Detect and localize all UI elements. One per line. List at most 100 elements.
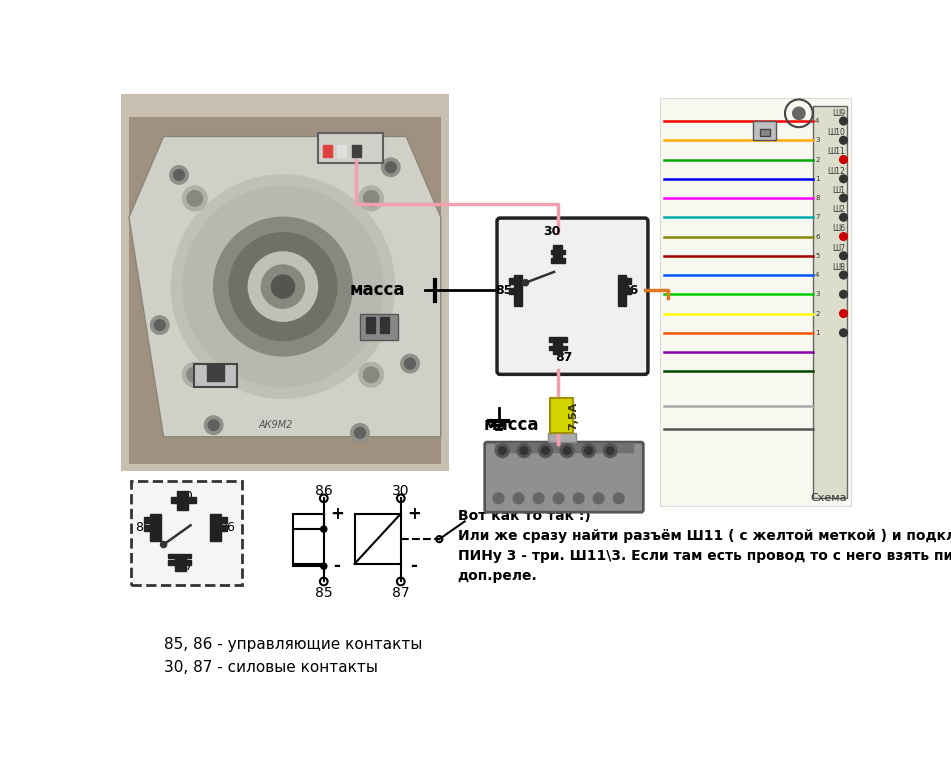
Text: 30, 87 - силовые контакты: 30, 87 - силовые контакты (164, 660, 378, 675)
Bar (355, 514, 400, 564)
Text: 87: 87 (555, 351, 573, 364)
Text: 2: 2 (815, 310, 820, 317)
Circle shape (363, 367, 378, 383)
Circle shape (514, 493, 524, 504)
Text: Ш8: Ш8 (832, 263, 845, 272)
Bar (660, 98, 851, 506)
Circle shape (208, 419, 219, 430)
Bar (323, 145, 332, 158)
Circle shape (170, 165, 188, 184)
Text: 30: 30 (177, 490, 193, 503)
Text: 86: 86 (219, 521, 235, 534)
Polygon shape (129, 136, 441, 437)
Text: 87: 87 (392, 586, 410, 600)
Circle shape (840, 136, 847, 144)
Bar (168, 560, 191, 564)
Circle shape (603, 444, 617, 458)
Text: 87: 87 (177, 560, 193, 572)
Circle shape (553, 493, 564, 504)
Bar (548, 433, 575, 442)
Circle shape (585, 447, 592, 455)
Bar (514, 275, 522, 306)
Bar (171, 497, 179, 503)
Text: 30: 30 (543, 225, 560, 238)
Bar (551, 258, 565, 263)
Circle shape (542, 447, 550, 455)
Bar (210, 514, 221, 541)
Circle shape (320, 563, 327, 569)
FancyBboxPatch shape (485, 442, 643, 512)
Text: 85: 85 (315, 586, 333, 600)
Circle shape (840, 175, 847, 183)
Circle shape (494, 493, 504, 504)
Circle shape (517, 444, 531, 458)
Circle shape (385, 162, 397, 172)
Circle shape (840, 213, 847, 221)
Circle shape (187, 367, 203, 383)
Bar (221, 517, 226, 523)
Bar (509, 278, 514, 285)
Text: 86: 86 (621, 284, 638, 297)
Bar (549, 346, 567, 350)
Bar (549, 337, 567, 342)
FancyBboxPatch shape (131, 481, 243, 585)
Text: АК9М2: АК9М2 (258, 420, 293, 430)
Circle shape (593, 493, 604, 504)
Bar (168, 554, 191, 558)
Circle shape (573, 493, 584, 504)
Circle shape (560, 444, 574, 458)
Text: 1: 1 (815, 176, 820, 182)
Text: 8: 8 (815, 195, 820, 201)
Text: 4: 4 (815, 272, 820, 278)
Circle shape (840, 194, 847, 202)
Circle shape (840, 252, 847, 260)
Text: Ш2: Ш2 (832, 205, 845, 214)
Bar (626, 289, 631, 294)
Text: 2: 2 (815, 157, 820, 162)
Circle shape (534, 493, 544, 504)
Circle shape (840, 290, 847, 298)
Text: 85: 85 (136, 521, 151, 534)
Circle shape (522, 280, 529, 286)
Circle shape (613, 493, 624, 504)
Bar (293, 514, 323, 564)
Bar (366, 318, 376, 332)
Bar (122, 94, 449, 471)
Circle shape (607, 447, 614, 455)
Circle shape (359, 186, 383, 211)
Text: Ш12: Ш12 (827, 166, 845, 176)
Text: -: - (334, 557, 340, 575)
Text: масса: масса (483, 416, 538, 434)
Bar (144, 524, 149, 531)
Bar (553, 245, 562, 260)
Circle shape (498, 447, 506, 455)
Text: +: + (330, 505, 344, 523)
Bar (813, 106, 847, 499)
Circle shape (840, 329, 847, 336)
Circle shape (214, 217, 352, 356)
Bar (221, 524, 226, 531)
Text: 85, 86 - управляющие контакты: 85, 86 - управляющие контакты (164, 637, 422, 652)
Text: -: - (411, 557, 417, 575)
Circle shape (359, 362, 383, 387)
Circle shape (363, 191, 378, 206)
Text: Или же сразу найти разъём Ш11 ( с желтой меткой ) и подключиться к: Или же сразу найти разъём Ш11 ( с желтой… (457, 529, 951, 543)
Circle shape (840, 117, 847, 125)
Text: Схема: Схема (811, 493, 847, 503)
Circle shape (174, 169, 184, 180)
Circle shape (381, 158, 400, 176)
Text: 86: 86 (315, 484, 333, 498)
Text: Вот как то так :): Вот как то так :) (457, 509, 591, 523)
Circle shape (495, 444, 510, 458)
Circle shape (161, 542, 166, 547)
FancyBboxPatch shape (497, 218, 648, 375)
Bar (359, 314, 398, 340)
Bar (553, 340, 562, 354)
Bar (337, 145, 346, 158)
Bar (175, 557, 186, 572)
Bar (318, 132, 383, 163)
Text: 7,5А: 7,5А (569, 401, 578, 430)
Circle shape (355, 427, 365, 438)
Text: 85: 85 (495, 284, 513, 297)
Bar (752, 121, 776, 140)
